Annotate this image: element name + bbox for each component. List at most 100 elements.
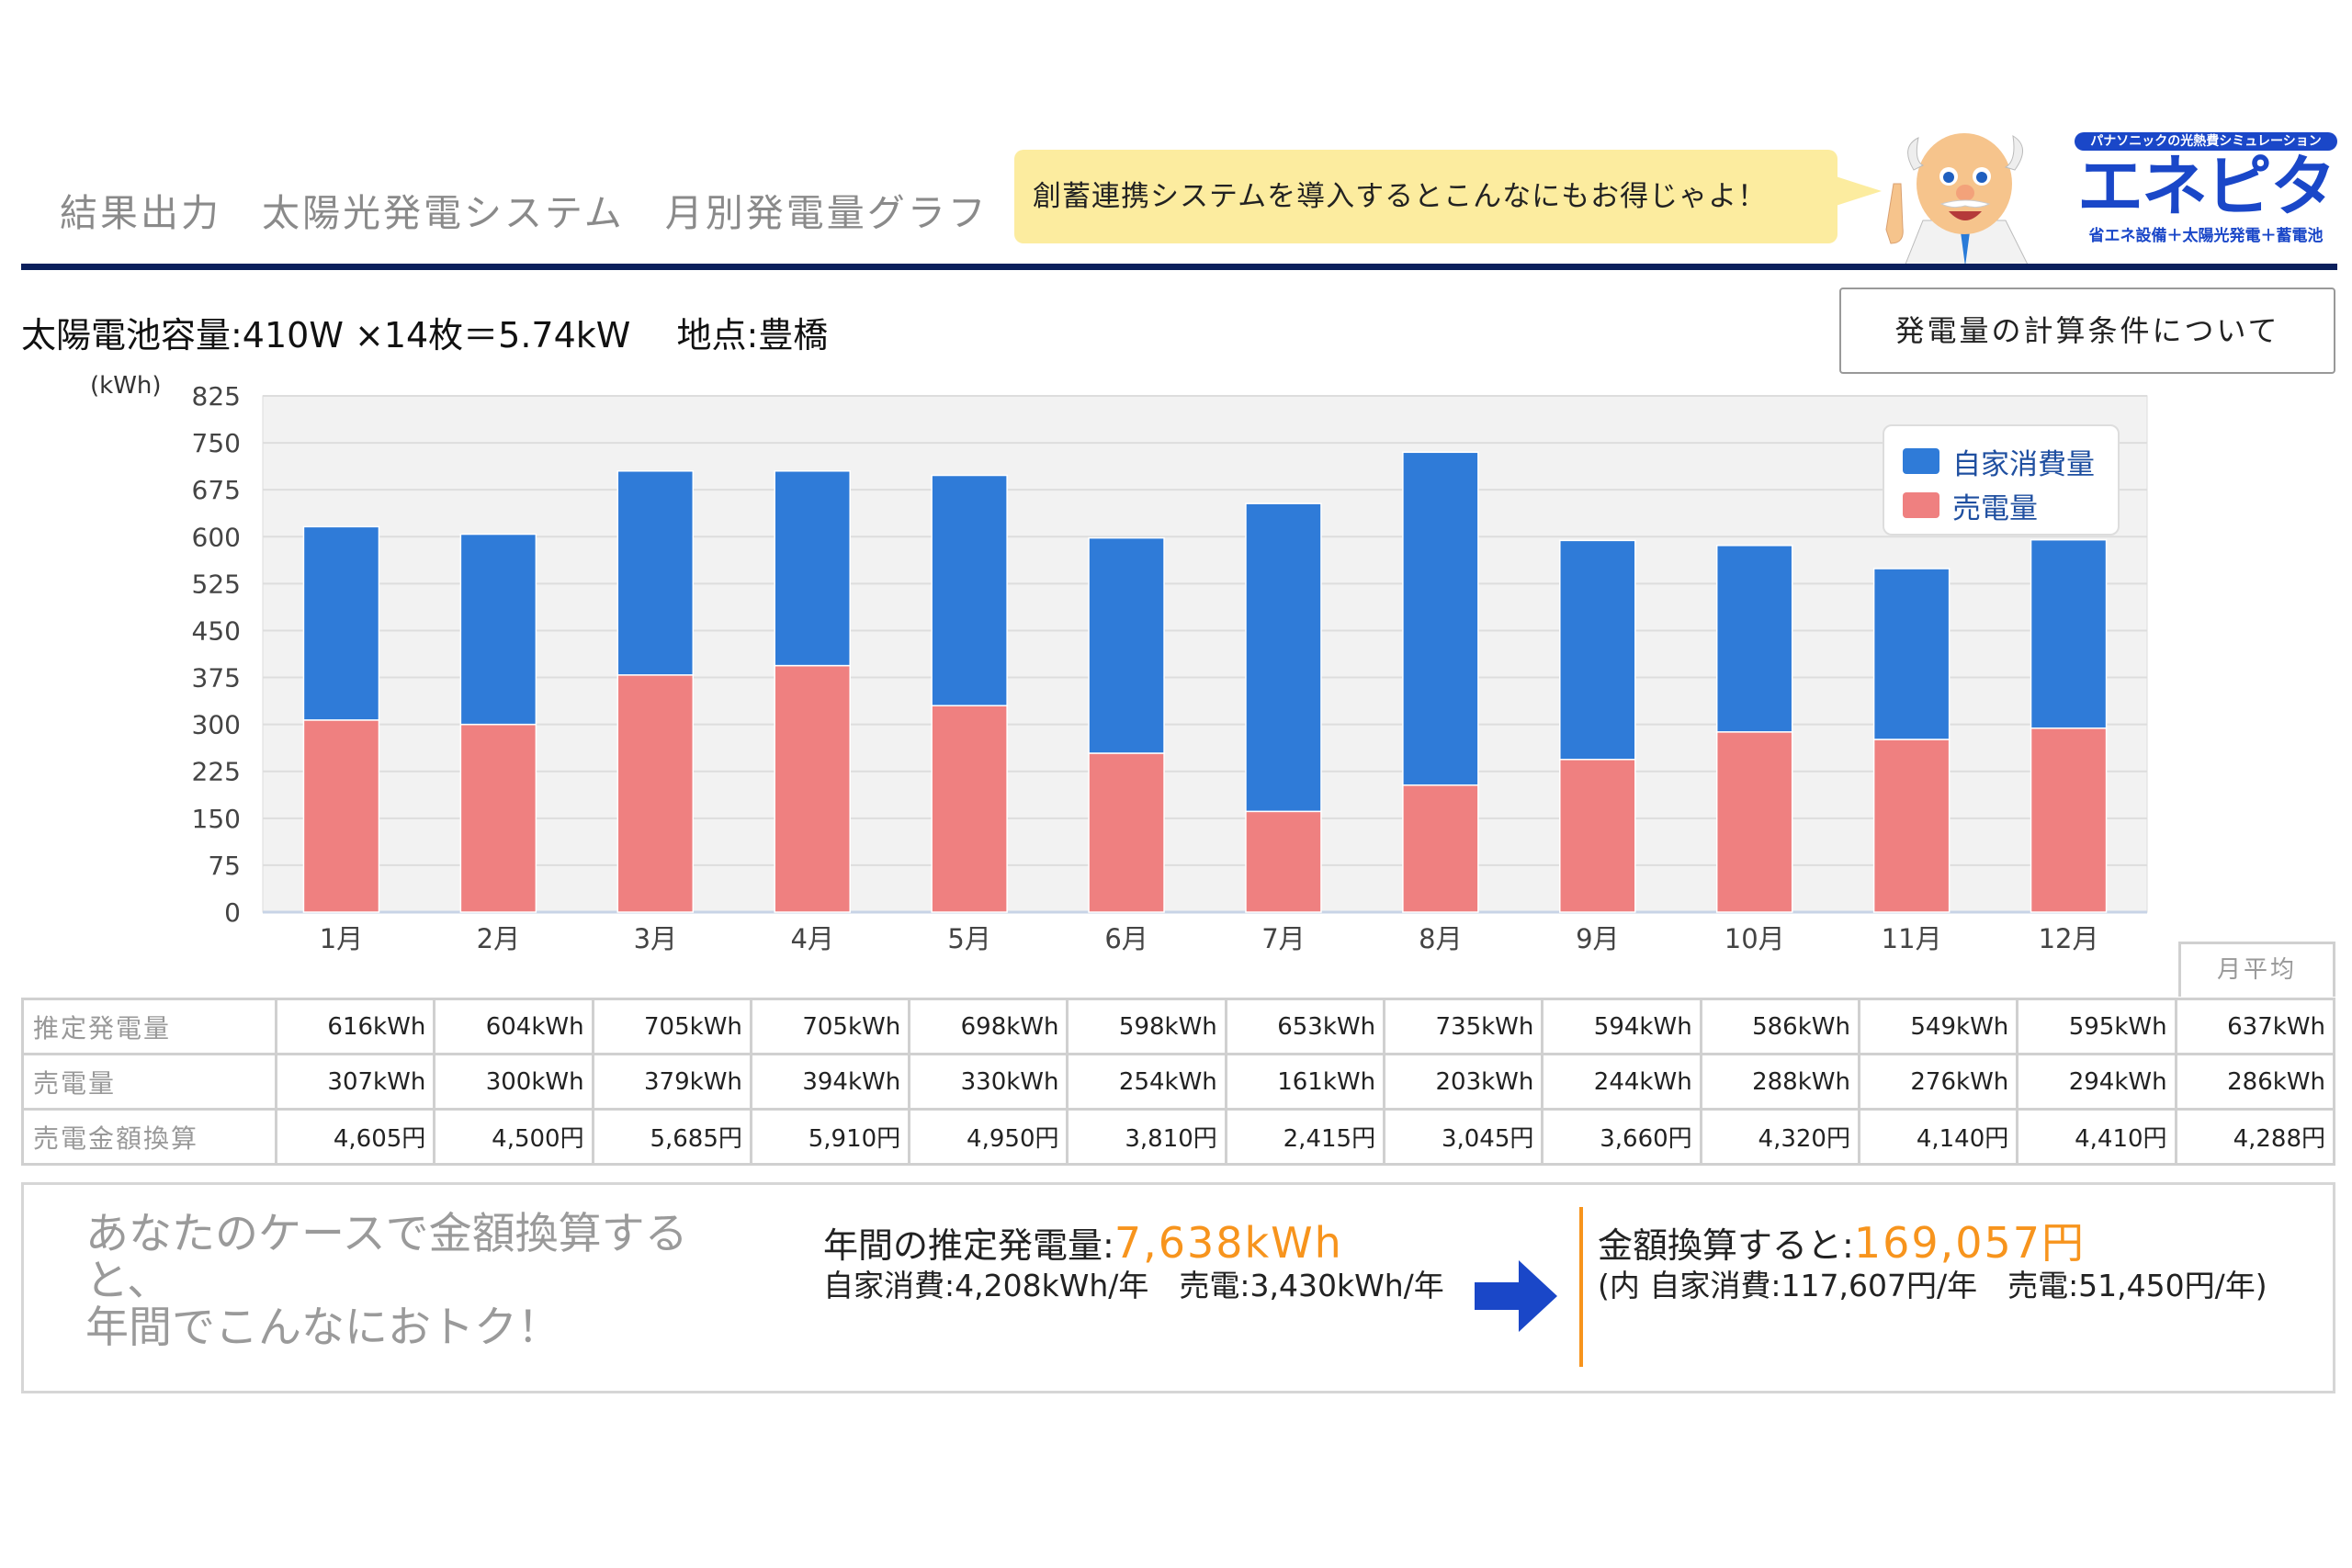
month-cell: 4,320円 — [1699, 1108, 1860, 1166]
month-cell: 4,500円 — [433, 1108, 594, 1166]
month-cell: 307kWh — [274, 1053, 436, 1111]
summary-box — [21, 1182, 2335, 1393]
month-cell: 594kWh — [1541, 998, 1702, 1055]
row-label: 推定発電量 — [21, 998, 277, 1055]
average-cell: 4,288円 — [2174, 1108, 2336, 1166]
month-cell: 244kWh — [1541, 1053, 1702, 1111]
month-cell: 698kWh — [908, 998, 1069, 1055]
bar-sold — [1088, 752, 1165, 913]
page-title: 結果出力 太陽光発電システム 月別発電量グラフ — [60, 191, 989, 235]
month-cell: 379kWh — [591, 1053, 752, 1111]
bar-sold — [1872, 739, 1951, 913]
chart-legend: 自家消費量 売電量 — [1883, 424, 2120, 536]
legend-label: 売電量 — [1952, 491, 2038, 525]
y-tick-label: 450 — [192, 615, 241, 646]
month-cell: 288kWh — [1699, 1053, 1860, 1111]
bar-sold — [459, 723, 537, 913]
speech-bubble-tail — [1836, 176, 1882, 206]
calculation-conditions-button[interactable]: 発電量の計算条件について — [1839, 288, 2335, 374]
summary-intro: あなたのケースで金額換算すると、 年間でこんなにおトク！ — [85, 1211, 729, 1351]
legend-swatch — [1903, 492, 1939, 518]
logo-subtitle: 省エネ設備＋太陽光発電＋蓄電池 — [2088, 227, 2324, 245]
summary-divider — [1579, 1207, 1583, 1367]
month-cell: 5,685円 — [591, 1108, 752, 1166]
summary-intro-line: あなたのケースで金額換算すると、 — [85, 1209, 688, 1306]
capacity-info: 太陽電池容量:410W ×14枚＝5.74kW 地点:豊橋 — [21, 315, 829, 355]
y-tick-label: 525 — [192, 569, 241, 599]
month-cell: 3,810円 — [1066, 1108, 1227, 1166]
legend-item-self-consumption: 自家消費量 — [1903, 439, 2099, 483]
row-label: 売電金額換算 — [21, 1108, 277, 1166]
bar-sold — [931, 705, 1008, 913]
summary-intro-line: 年間でこんなにおトク！ — [85, 1303, 560, 1353]
bar-sold — [1559, 759, 1636, 913]
month-cell: 203kWh — [1383, 1053, 1544, 1111]
y-tick-label: 0 — [224, 897, 241, 928]
monthly-data-table: 推定発電量 616kWh 604kWh 705kWh 705kWh 698kWh 598kW… — [21, 998, 2336, 1166]
bar-sold — [1245, 810, 1322, 913]
y-tick-label: 225 — [192, 757, 241, 787]
month-cell: 604kWh — [433, 998, 594, 1055]
month-cell: 705kWh — [591, 998, 752, 1055]
month-cell: 616kWh — [274, 998, 436, 1055]
y-tick-label: 300 — [192, 710, 241, 740]
y-tick-label: 375 — [192, 663, 241, 694]
annual-generation-value: 7,638kWh — [1114, 1218, 1343, 1268]
month-cell: 586kWh — [1699, 998, 1860, 1055]
y-tick-label: 75 — [208, 851, 241, 881]
annual-money-detail: (内 自家消費:117,607円/年 売電:51,450円/年) — [1598, 1268, 2267, 1303]
logo-tagline: パナソニックの光熱費シミュレーション — [2075, 132, 2337, 151]
bar-self-consumption — [459, 533, 537, 726]
annual-money-value: 169,057円 — [1853, 1218, 2086, 1268]
enepita-logo: パナソニックの光熱費シミュレーション エネピタ 省エネ設備＋太陽光発電＋蓄電池 — [2075, 132, 2337, 252]
bar-self-consumption — [931, 474, 1008, 706]
month-cell: 276kWh — [1857, 1053, 2019, 1111]
month-cell: 653kWh — [1224, 998, 1386, 1055]
bar-self-consumption — [1559, 539, 1636, 761]
x-tick-label: 1月 — [320, 923, 363, 954]
month-cell: 598kWh — [1066, 998, 1227, 1055]
bar-sold — [1715, 731, 1793, 913]
annual-generation-label: 年間の推定発電量: — [823, 1225, 1114, 1266]
month-cell: 705kWh — [749, 998, 911, 1055]
bar-self-consumption — [302, 525, 380, 721]
plot-background — [262, 395, 2148, 913]
row-label: 売電量 — [21, 1053, 277, 1111]
bar-self-consumption — [1088, 536, 1165, 754]
month-cell: 4,410円 — [2016, 1108, 2177, 1166]
bar-sold — [616, 674, 695, 913]
month-cell: 294kWh — [2016, 1053, 2177, 1111]
annual-money: 金額換算すると:169,057円 (内 自家消費:117,607円/年 売電:5… — [1598, 1222, 2296, 1305]
month-cell: 161kWh — [1224, 1053, 1386, 1111]
month-cell: 3,045円 — [1383, 1108, 1544, 1166]
month-cell: 735kWh — [1383, 998, 1544, 1055]
month-cell: 254kWh — [1066, 1053, 1227, 1111]
x-tick-label: 3月 — [634, 923, 677, 954]
month-cell: 330kWh — [908, 1053, 1069, 1111]
bar-self-consumption — [1715, 545, 1793, 733]
x-tick-label: 11月 — [1882, 923, 1942, 954]
y-axis-unit: (kWh) — [90, 372, 162, 400]
x-tick-label: 10月 — [1724, 923, 1785, 954]
bar-self-consumption — [2030, 538, 2108, 729]
annual-generation: 年間の推定発電量:7,638kWh 自家消費:4,208kWh/年 売電:3,4… — [823, 1222, 1448, 1305]
bar-self-consumption — [774, 469, 851, 667]
header-divider — [21, 264, 2337, 270]
x-tick-label: 6月 — [1104, 923, 1148, 954]
month-cell: 4,950円 — [908, 1108, 1069, 1166]
average-cell: 637kWh — [2174, 998, 2336, 1055]
bar-sold — [1402, 784, 1479, 913]
professor-mascot-icon — [1885, 133, 2030, 266]
month-cell: 300kWh — [433, 1053, 594, 1111]
x-tick-label: 5月 — [947, 923, 990, 954]
annual-generation-detail: 自家消費:4,208kWh/年 売電:3,430kWh/年 — [823, 1268, 1444, 1303]
bar-self-consumption — [616, 469, 695, 676]
month-cell: 5,910円 — [749, 1108, 911, 1166]
month-cell: 595kWh — [2016, 998, 2177, 1055]
speech-bubble: 創蓄連携システムを導入するとこんなにもお得じゃよ！ — [1014, 150, 1838, 243]
y-tick-label: 825 — [192, 381, 241, 412]
x-tick-label: 12月 — [2039, 923, 2099, 954]
y-tick-label: 750 — [192, 428, 241, 458]
month-cell: 549kWh — [1857, 998, 2019, 1055]
x-tick-label: 7月 — [1261, 923, 1305, 954]
